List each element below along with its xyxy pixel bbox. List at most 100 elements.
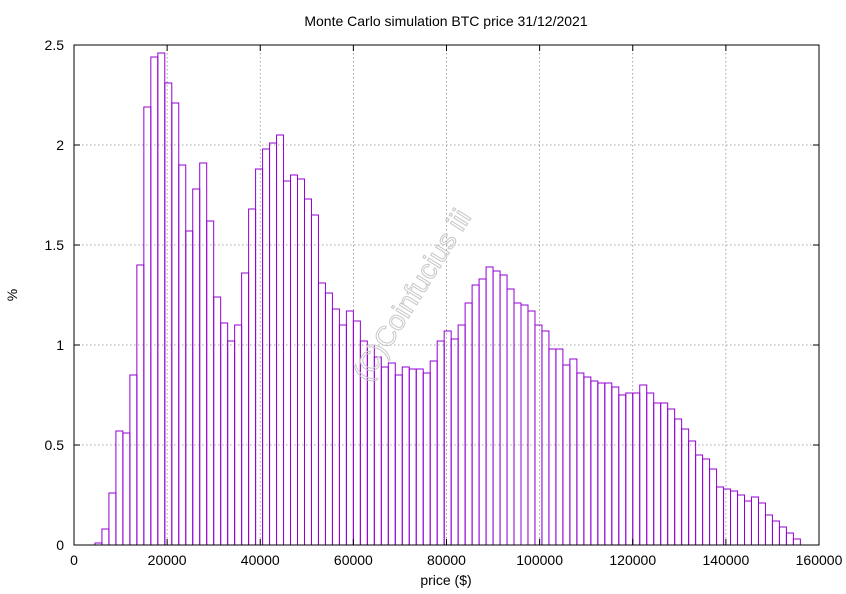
histogram-bar: [604, 382, 613, 545]
histogram-bar: [534, 324, 543, 545]
histogram-bar: [590, 380, 599, 545]
histogram-bar: [792, 538, 801, 545]
histogram-bar: [178, 164, 187, 545]
histogram-bar: [653, 402, 662, 545]
histogram-bar: [115, 430, 124, 545]
chart-title: Monte Carlo simulation BTC price 31/12/2…: [304, 13, 587, 29]
histogram-bar: [764, 514, 773, 545]
histogram-bar: [157, 52, 166, 545]
histogram-bar: [625, 392, 634, 545]
histogram-bar: [262, 148, 271, 545]
histogram-bar: [695, 454, 704, 545]
histogram-bar: [171, 102, 180, 545]
x-tick-label: 140000: [703, 552, 750, 568]
histogram-bar: [485, 266, 494, 545]
histogram-bar: [527, 310, 536, 545]
histogram-bar: [716, 486, 725, 545]
histogram-bar: [143, 106, 152, 545]
x-tick-label: 80000: [427, 552, 466, 568]
histogram-bar: [108, 492, 117, 545]
histogram-bar: [632, 392, 641, 545]
histogram-bar: [422, 372, 431, 545]
x-tick-label: 160000: [796, 552, 843, 568]
histogram-bar: [297, 178, 305, 545]
histogram-bar: [771, 520, 780, 545]
histogram-bar: [150, 56, 159, 545]
histogram-bar: [744, 500, 752, 545]
histogram-bar: [499, 274, 508, 545]
histogram-bar: [667, 408, 676, 545]
histogram-bar: [227, 340, 236, 545]
histogram-bar: [723, 488, 732, 545]
histogram-bar: [639, 384, 648, 545]
histogram-bar: [737, 494, 745, 545]
histogram-bar: [394, 374, 403, 545]
histogram-bar: [464, 302, 473, 545]
histogram-bar: [785, 532, 794, 545]
histogram-bar: [436, 340, 445, 545]
histogram-bar: [702, 458, 711, 545]
histogram-bar: [674, 418, 683, 545]
histogram-bar: [548, 348, 557, 545]
x-tick-label: 40000: [241, 552, 280, 568]
x-tick-label: 20000: [148, 552, 187, 568]
histogram-bar: [681, 428, 690, 545]
histogram-bar: [750, 496, 759, 545]
histogram-bar: [303, 198, 312, 545]
histogram-bar: [234, 324, 243, 545]
y-tick-label: 0.5: [45, 437, 65, 453]
x-tick-label: 120000: [609, 552, 656, 568]
histogram-bar: [562, 364, 571, 545]
histogram-bar: [199, 162, 208, 545]
histogram-bar: [541, 330, 550, 545]
histogram-bar: [429, 360, 438, 545]
histogram-bar: [220, 322, 229, 545]
histogram-bar: [618, 394, 627, 545]
y-tick-label: 0: [56, 537, 64, 553]
watermark-text: (C)Coinfucius iii: [347, 204, 477, 387]
y-tick-label: 2: [56, 137, 64, 153]
histogram-bar: [317, 282, 326, 545]
histogram-bar: [129, 374, 138, 545]
histogram-bar: [478, 278, 487, 545]
histogram-bar: [709, 468, 718, 545]
histogram-bar: [380, 366, 389, 545]
histogram-bar: [569, 358, 578, 545]
y-axis-label: %: [4, 289, 20, 301]
y-tick-label: 1: [56, 337, 64, 353]
histogram-bar: [730, 490, 739, 545]
histogram-bar: [520, 304, 529, 545]
histogram-bar: [646, 392, 655, 545]
histogram-bar: [345, 310, 354, 545]
y-tick-label: 2.5: [45, 37, 65, 53]
histogram-bar: [611, 386, 620, 545]
histogram-bar: [757, 502, 766, 545]
histogram-bar: [338, 324, 347, 545]
histogram-bar: [192, 188, 201, 545]
histogram-bar: [310, 214, 319, 545]
histogram-bar: [136, 264, 145, 545]
histogram-bar: [331, 308, 340, 545]
histogram-bar: [576, 372, 585, 545]
histogram-bar: [101, 528, 110, 545]
histogram-bar: [660, 402, 669, 545]
histogram-bar: [255, 168, 264, 545]
histogram-bar: [241, 272, 250, 545]
histogram-bar: [597, 382, 606, 545]
histogram-bar: [185, 230, 194, 545]
histogram-bar: [471, 284, 480, 545]
histogram-bar: [324, 292, 333, 545]
histogram-bar: [276, 134, 285, 545]
x-tick-label: 100000: [516, 552, 563, 568]
axis-ticks: 0 20000 40000 60000 80000 100000 120000 140000 1…: [45, 37, 843, 568]
x-axis-label: price ($): [420, 572, 471, 588]
histogram-bars: [94, 52, 801, 545]
histogram-bar: [408, 368, 417, 545]
histogram-bar: [401, 366, 410, 545]
histogram-bar: [387, 362, 396, 545]
x-tick-label: 0: [70, 552, 78, 568]
histogram-bar: [778, 526, 787, 545]
histogram-bar: [283, 180, 292, 545]
histogram-bar: [583, 376, 592, 545]
